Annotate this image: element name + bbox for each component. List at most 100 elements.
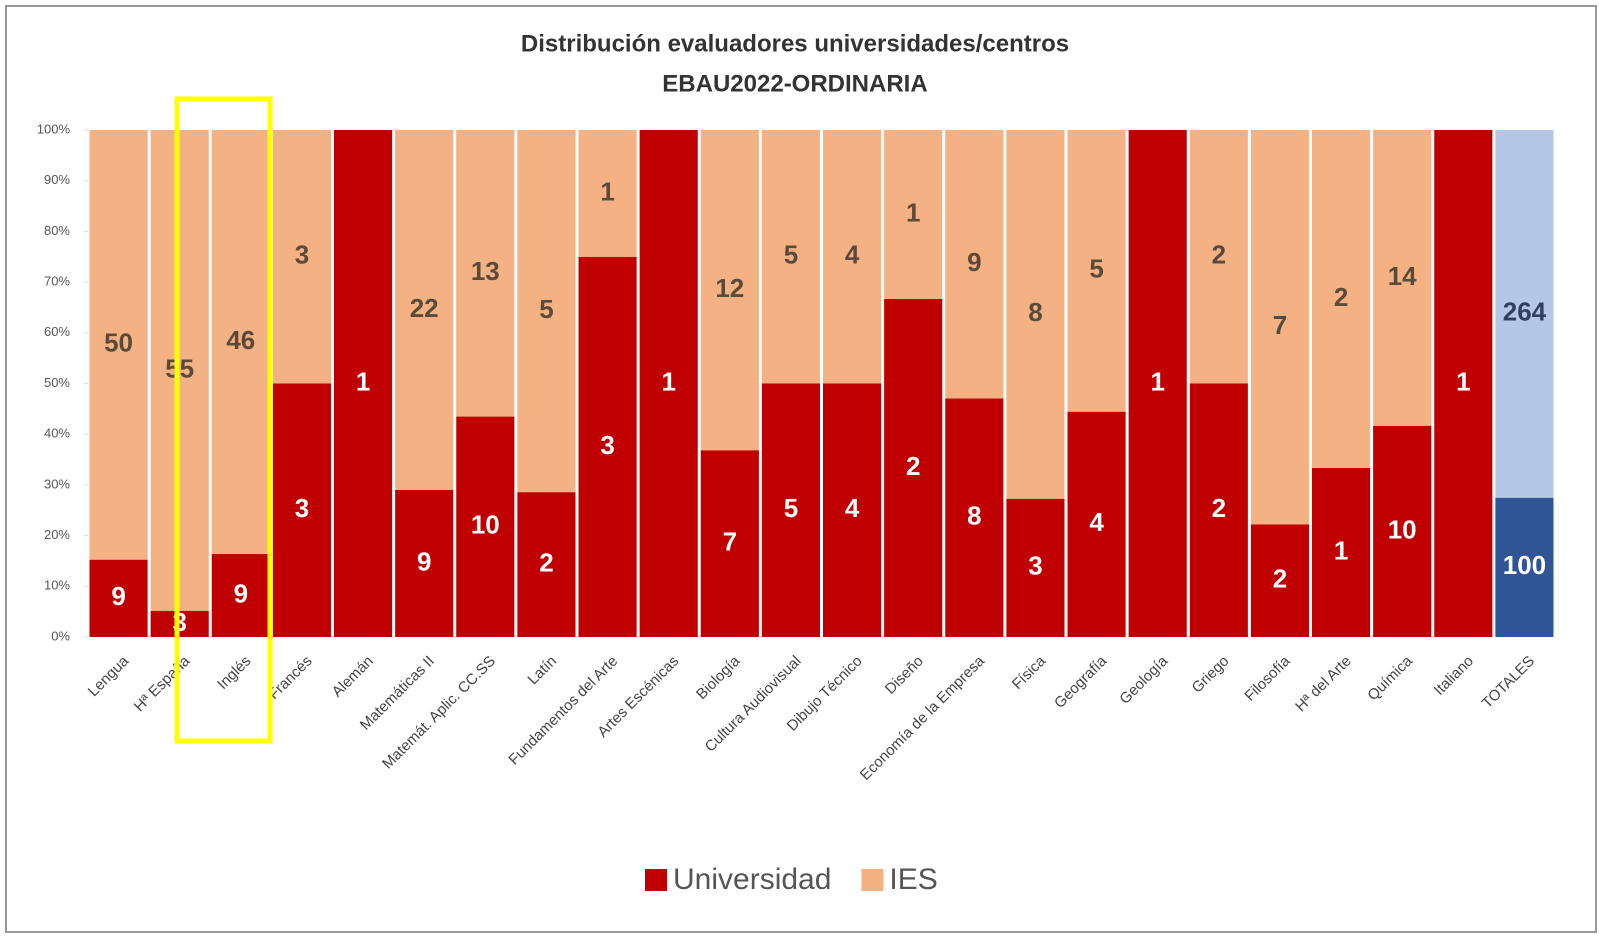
data-label: 55 [165, 353, 194, 383]
bar-segment [700, 450, 759, 637]
data-label: 5 [1089, 254, 1103, 284]
bar-segment [884, 130, 943, 299]
data-label: 2 [1212, 240, 1226, 270]
data-label: 3 [295, 240, 309, 270]
chart-title: Distribución evaluadores universidades/c… [521, 30, 1069, 57]
bar-segment [1373, 425, 1432, 637]
bar-segment [1006, 130, 1065, 499]
legend-label: Universidad [673, 863, 831, 896]
bar-segment [456, 416, 515, 637]
data-label: 5 [539, 294, 553, 324]
y-tick-label: 30% [44, 476, 70, 491]
bar-segment [823, 130, 882, 384]
data-label: 1 [600, 176, 614, 206]
y-tick-label: 20% [44, 527, 70, 542]
bar-segment [517, 492, 576, 637]
bar-segment [1067, 411, 1126, 637]
bar-segment [272, 130, 331, 384]
bar-segment [1312, 468, 1371, 637]
y-tick-label: 60% [44, 324, 70, 339]
bar-segment [884, 299, 943, 637]
data-label: 2 [906, 451, 920, 481]
bar-segment [1128, 130, 1187, 637]
bar-segment [211, 130, 270, 555]
data-label: 5 [784, 240, 798, 270]
data-label: 22 [410, 293, 439, 323]
data-label: 46 [226, 325, 255, 355]
highlight-box [174, 96, 273, 744]
bar-segment [639, 130, 698, 637]
bar-segment [1250, 130, 1309, 525]
y-tick-label: 0% [51, 628, 70, 643]
data-label: 3 [600, 430, 614, 460]
data-label: 4 [845, 240, 860, 270]
bar-segment [1189, 130, 1248, 384]
data-label: 10 [471, 510, 500, 540]
bar-segment [89, 559, 148, 637]
data-label: 2 [1334, 282, 1348, 312]
data-label: 100 [1503, 550, 1546, 580]
bar-segment [395, 489, 454, 637]
y-tick-label: 50% [44, 375, 70, 390]
bar-segment [945, 398, 1004, 637]
chart-subtitle: EBAU2022-ORDINARIA [662, 70, 927, 97]
data-label: 1 [1150, 366, 1164, 396]
data-label: 3 [295, 493, 309, 523]
data-label: 8 [1028, 297, 1042, 327]
data-label: 7 [723, 526, 737, 556]
bar-segment [761, 383, 820, 637]
y-tick-label: 90% [44, 172, 70, 187]
bar-segment [456, 130, 515, 417]
data-label: 1 [1456, 366, 1470, 396]
bar-segment [1250, 524, 1309, 637]
data-label: 2 [539, 547, 553, 577]
bar-segment [1373, 130, 1432, 426]
data-label: 264 [1503, 297, 1547, 327]
bar-segment [211, 554, 270, 637]
data-label: 9 [417, 546, 431, 576]
bar-segment [578, 130, 637, 257]
bar-segment [150, 130, 209, 611]
legend-swatch [645, 869, 667, 891]
data-label: 12 [715, 273, 744, 303]
bar-segment [395, 130, 454, 490]
data-label: 1 [906, 197, 920, 227]
bar-segment [1189, 383, 1248, 637]
y-tick-label: 100% [37, 121, 71, 136]
data-label: 9 [967, 247, 981, 277]
data-label: 1 [661, 366, 675, 396]
data-label: 13 [471, 256, 500, 286]
bar-segment [700, 130, 759, 451]
bar-segment [517, 130, 576, 493]
bar-segment [1067, 130, 1126, 412]
y-tick-label: 40% [44, 426, 70, 441]
data-label: 14 [1388, 261, 1417, 291]
bar-segment [272, 383, 331, 637]
bar-segment [823, 383, 882, 637]
data-label: 1 [356, 366, 370, 396]
bar-segment [761, 130, 820, 384]
bar-segment [945, 130, 1004, 399]
data-label: 5 [784, 493, 798, 523]
bar-segment [334, 130, 393, 637]
bar-segment [1006, 498, 1065, 637]
legend-label: IES [889, 863, 937, 896]
bar-segment [1495, 497, 1554, 637]
bar-segment [150, 610, 209, 637]
bar-segment [89, 130, 148, 560]
bar-segment [578, 256, 637, 637]
data-label: 50 [104, 328, 133, 358]
data-label: 4 [1089, 507, 1104, 537]
y-tick-label: 70% [44, 274, 70, 289]
data-label: 2 [1212, 493, 1226, 523]
legend-swatch [861, 869, 884, 891]
y-tick-label: 10% [44, 578, 70, 593]
data-label: 9 [111, 581, 125, 611]
bar-segment [1434, 130, 1493, 637]
data-label: 10 [1388, 514, 1417, 544]
data-label: 7 [1273, 310, 1287, 340]
data-label: 9 [234, 578, 248, 608]
data-label: 1 [1334, 535, 1348, 565]
bar-segment [1495, 130, 1554, 498]
data-label: 8 [967, 501, 981, 531]
